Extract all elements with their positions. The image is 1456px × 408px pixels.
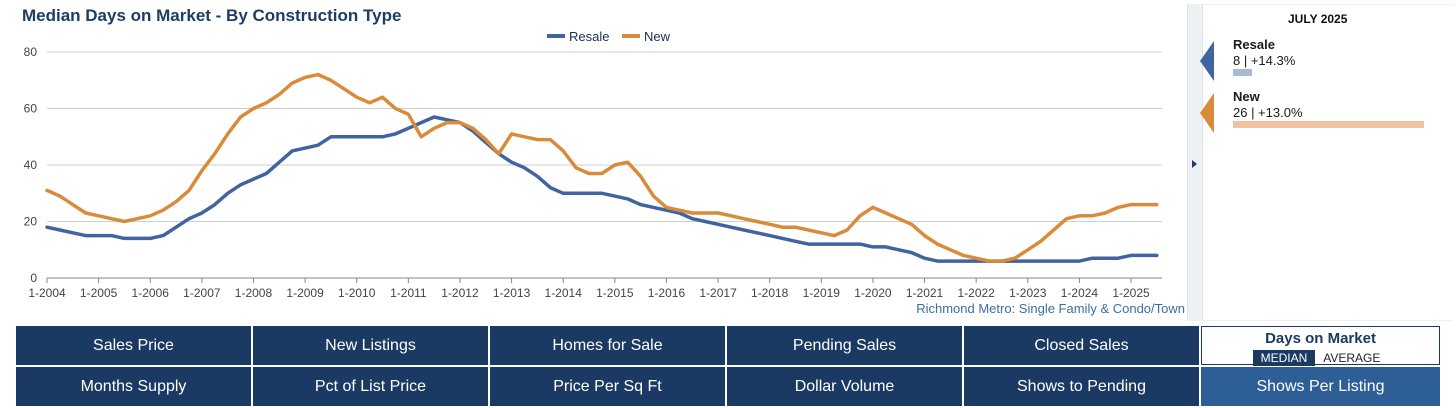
tile-dollar-volume[interactable]: Dollar Volume <box>727 367 962 406</box>
legend-label: New <box>644 29 671 44</box>
series-lines <box>45 72 1159 263</box>
stat-resale[interactable]: Resale 8 | +14.3% <box>1200 37 1448 87</box>
y-tick-label: 60 <box>24 102 38 116</box>
x-tick-label: 1-2024 <box>1061 286 1099 300</box>
x-tick-label: 1-2018 <box>751 286 789 300</box>
x-tick-label: 1-2007 <box>183 286 221 300</box>
chart-footnote: Richmond Metro: Single Family & Condo/To… <box>916 301 1185 316</box>
x-tick-label: 1-2014 <box>545 286 583 300</box>
stat-name: Resale <box>1233 37 1275 52</box>
chart-area: 0 20 40 60 80 1-2004 1-2005 1-2006 1-2007 1-2008 1… <box>24 29 1162 300</box>
tile-sales-price[interactable]: Sales Price <box>16 326 251 365</box>
x-tick-label: 1-2020 <box>854 286 892 300</box>
tile-homes-for-sale[interactable]: Homes for Sale <box>490 326 725 365</box>
x-tick-label: 1-2023 <box>1009 286 1047 300</box>
y-tick-label: 80 <box>24 45 38 59</box>
tile-days-on-market[interactable]: Days on Market MEDIAN AVERAGE <box>1201 326 1440 366</box>
stat-name: New <box>1233 89 1260 104</box>
stat-bar <box>1233 69 1253 76</box>
y-tick-label: 0 <box>30 271 37 285</box>
x-tick-label: 1-2022 <box>957 286 995 300</box>
x-tick-label: 1-2005 <box>80 286 118 300</box>
x-tick-label: 1-2019 <box>803 286 841 300</box>
x-tick-label: 1-2004 <box>28 286 66 300</box>
tile-shows-to-pending[interactable]: Shows to Pending <box>964 367 1199 406</box>
x-tick-label: 1-2009 <box>286 286 324 300</box>
tile-shows-per-listing[interactable]: Shows Per Listing <box>1201 367 1440 406</box>
y-tick-label: 20 <box>24 215 38 229</box>
summary-panel: JULY 2025 Resale 8 | +14.3% New 26 | +13… <box>1187 4 1453 321</box>
series-line-new <box>45 72 1159 263</box>
legend: Resale New <box>547 29 671 44</box>
tile-pending-sales[interactable]: Pending Sales <box>727 326 962 365</box>
series-line-resale <box>45 115 1159 263</box>
tile-pct-of-list-price[interactable]: Pct of List Price <box>253 367 488 406</box>
grid-lines <box>47 51 1162 279</box>
stat-value: 8 | +14.3% <box>1233 53 1296 68</box>
x-tick-label: 1-2021 <box>906 286 944 300</box>
tile-closed-sales[interactable]: Closed Sales <box>964 326 1199 365</box>
x-tick-label: 1-2013 <box>493 286 531 300</box>
x-tick-label: 1-2015 <box>596 286 634 300</box>
marker-pointer-icon <box>1200 93 1214 133</box>
stat-value: 26 | +13.0% <box>1233 105 1303 120</box>
x-tick-label: 1-2016 <box>648 286 686 300</box>
y-tick-label: 40 <box>24 158 38 172</box>
legend-label: Resale <box>569 29 609 44</box>
chart-title: Median Days on Market - By Construction … <box>22 6 402 25</box>
stat-toggle: MEDIAN AVERAGE <box>1252 350 1389 366</box>
toggle-median[interactable]: MEDIAN <box>1252 350 1316 366</box>
x-tick-label: 1-2010 <box>338 286 376 300</box>
x-tick-label: 1-2006 <box>132 286 170 300</box>
toggle-average[interactable]: AVERAGE <box>1323 351 1381 365</box>
metric-tiles: Sales Price New Listings Homes for Sale … <box>16 326 1440 406</box>
tile-months-supply[interactable]: Months Supply <box>16 367 251 406</box>
x-tick-label: 1-2012 <box>441 286 479 300</box>
marker-pointer-icon <box>1200 41 1214 81</box>
stat-bar <box>1233 121 1424 128</box>
axes: 0 20 40 60 80 1-2004 1-2005 1-2006 1-2007 1-2008 1… <box>24 45 1150 300</box>
x-tick-label: 1-2025 <box>1112 286 1150 300</box>
panel-period: JULY 2025 <box>1288 12 1348 26</box>
x-tick-label: 1-2017 <box>699 286 737 300</box>
x-tick-label: 1-2011 <box>390 286 427 300</box>
tile-new-listings[interactable]: New Listings <box>253 326 488 365</box>
stat-new[interactable]: New 26 | +13.0% <box>1200 89 1448 139</box>
chevron-right-icon <box>1192 160 1197 168</box>
active-tile-title: Days on Market <box>1265 330 1376 347</box>
panel-toggle-button[interactable] <box>1188 5 1203 320</box>
x-tick-label: 1-2008 <box>235 286 273 300</box>
tile-price-per-sq-ft[interactable]: Price Per Sq Ft <box>490 367 725 406</box>
